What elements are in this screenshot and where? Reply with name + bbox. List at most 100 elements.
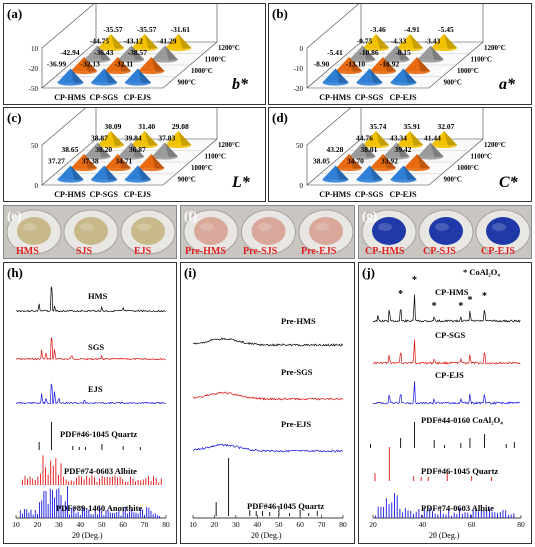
x-tick-label: 20: [34, 520, 42, 529]
cone-shade: [164, 142, 178, 158]
cone: [403, 56, 430, 75]
xrd-pattern: [192, 443, 343, 453]
cone-shade: [144, 130, 158, 146]
sample-label: CP-EJS: [389, 190, 417, 199]
x-tick-label: 70: [318, 520, 326, 529]
temp-label: 900°C: [177, 78, 195, 86]
sample-label: CP-SGS: [355, 93, 384, 102]
cone-shade: [430, 142, 444, 158]
powder-sample: [131, 217, 165, 245]
powder-sample: [486, 217, 520, 245]
cone-value: -10.92: [380, 59, 400, 68]
cone: [369, 153, 396, 172]
cone-value: -5.41: [327, 48, 343, 57]
powder-highlight: [80, 223, 94, 231]
sample-label: CP-HMS: [54, 93, 86, 102]
powder-sample: [372, 217, 406, 245]
cone-shade: [97, 142, 111, 158]
cone-body: [356, 68, 383, 83]
curve-label: PDF#74-0603 Albite: [421, 503, 494, 513]
cone-shade: [443, 33, 457, 49]
y-tick-label: -50: [29, 85, 39, 93]
cone-value: 30.09: [105, 122, 122, 131]
cone-body: [369, 56, 396, 71]
cone-value: -0.75: [357, 36, 373, 45]
cone-body: [390, 68, 417, 83]
powder-highlight: [315, 223, 329, 231]
cone-value: 29.08: [172, 122, 189, 131]
temp-label: 900°C: [177, 175, 195, 183]
powder-sample: [429, 217, 463, 245]
cone-value: -32.11: [114, 59, 133, 68]
cone-body: [322, 165, 349, 180]
cone-body: [165, 130, 192, 145]
cone: [151, 45, 178, 63]
cone-shade: [117, 153, 131, 169]
curve-label: CP-EJS: [435, 370, 464, 380]
cone: [322, 165, 349, 183]
cone: [97, 33, 124, 52]
cone-body: [430, 130, 457, 145]
curve-label: Pre-HMS: [281, 316, 316, 326]
x-tick-label: 30: [232, 520, 240, 529]
x-axis-title: 2θ (Deg.): [72, 531, 103, 540]
cone: [131, 33, 158, 52]
photo-label-2: Pre-SJS: [243, 246, 278, 257]
back-wall: [41, 4, 97, 88]
cone-shade: [70, 165, 84, 181]
cone-body: [57, 68, 84, 83]
cone-body: [131, 33, 158, 48]
cone-body: [403, 153, 430, 168]
cone-shade: [110, 33, 124, 49]
sample-label: CP-SGS: [89, 93, 118, 102]
panel-label: (a): [7, 6, 23, 21]
cone-value: 35.91: [404, 122, 421, 131]
panel-j: (j) 20 40 60 80 * * * * * * * CoAl₂O₄ CP-HMS CP-S…: [358, 262, 532, 544]
sample-label: CP-EJS: [389, 93, 417, 102]
temp-label: 1200°C: [218, 44, 240, 52]
x-tick-label: 80: [339, 520, 347, 529]
panel-c: (c) 50 0 1200°C 1100°C 1000°C 900°C CP-HMS CP-S…: [3, 107, 266, 202]
dish-photo-e: [4, 206, 176, 258]
cone-value: -8.90: [314, 59, 330, 68]
cone-body: [322, 68, 349, 83]
sample-label: CP-EJS: [124, 190, 152, 199]
cone-body: [403, 56, 430, 71]
dish-photo-g: [359, 206, 531, 258]
cone: [57, 165, 84, 183]
cone-value: 37.83: [158, 133, 175, 142]
x-axis-title: 2θ (Deg.): [429, 531, 460, 540]
photo-label-3: EJS: [134, 246, 152, 257]
curve-label: CP-HMS: [435, 287, 469, 297]
cone-value: 38.20: [95, 145, 112, 154]
coal2o4-marker: *: [412, 275, 417, 286]
back-wall: [41, 108, 97, 185]
cone-shade: [409, 33, 423, 49]
y-tick-label: 0: [35, 182, 39, 190]
cone: [430, 130, 457, 149]
cone-value: -36.43: [94, 48, 114, 57]
cone-shade: [403, 68, 417, 84]
cone: [335, 56, 362, 75]
temp-label: 1200°C: [218, 141, 240, 149]
cone-value: 38.87: [91, 133, 108, 142]
x-tick-label: 30: [55, 520, 63, 529]
sample-label: CP-HMS: [319, 93, 351, 102]
cone-shade: [375, 33, 389, 49]
x-tick-label: 50: [275, 520, 283, 529]
powder-highlight: [492, 223, 506, 231]
cone-value: -8.15: [395, 48, 411, 57]
coal2o4-marker: *: [482, 291, 487, 302]
cone-body: [118, 142, 145, 157]
cone: [97, 130, 124, 149]
curve-label: CP-SGS: [435, 330, 466, 340]
cone-shade: [83, 153, 97, 169]
cone-shade: [362, 142, 376, 158]
cone-shade: [335, 68, 349, 84]
cone-value: 34.71: [115, 156, 132, 165]
x-tick-label: 20: [211, 520, 219, 529]
cone-body: [70, 153, 97, 168]
panel-label: (i): [184, 265, 197, 280]
legend-text: * CoAl₂O₄: [463, 267, 500, 277]
